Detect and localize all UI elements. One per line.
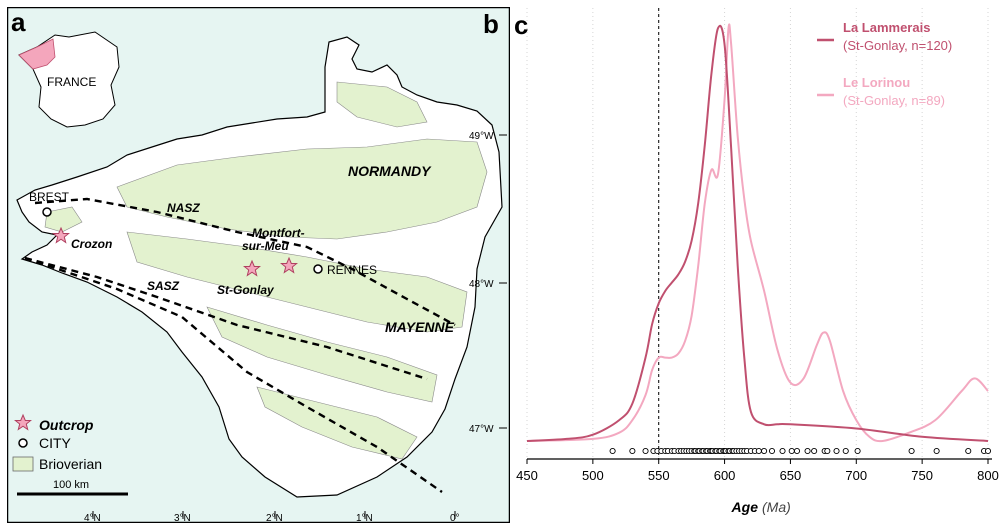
label-sasz: SASZ [147, 279, 180, 293]
sasz-line-a [24, 256, 428, 381]
lon-ticks: 4°N 3°N 2°N 1°N 0° [84, 511, 460, 523]
x-tick-label: 750 [911, 468, 933, 483]
legend-outcrop-star [13, 413, 33, 431]
density-curves [526, 23, 989, 443]
rug-point [984, 447, 992, 455]
series-line-la-lammerais [526, 24, 989, 442]
lon-tick-4: 4°N [84, 513, 101, 523]
map-panel: FRANCE a b NORMANDY MAYENNE NASZ SASZ BR… [7, 7, 510, 523]
inset-label: FRANCE [47, 75, 96, 89]
label-st-gonlay: St-Gonlay [217, 283, 275, 297]
city-label-rennes: RENNES [327, 263, 377, 277]
lat-tick-49: 49°W [469, 131, 494, 142]
x-tick-label: 800 [977, 468, 999, 483]
rug-point [755, 447, 762, 455]
chart-legend: La Lammerais (St-Gonlay, n=120) Le Lorin… [817, 20, 952, 108]
lat-tick-47: 47°W [469, 424, 494, 435]
label-crozon: Crozon [71, 237, 112, 251]
brioverian-outcrops [44, 81, 488, 460]
rug-point [824, 447, 831, 455]
rug-point [609, 447, 616, 455]
rug-point [642, 447, 649, 455]
region-mayenne: MAYENNE [385, 319, 455, 335]
series-line-le-lorinou [526, 23, 989, 443]
x-tick-label: 600 [714, 468, 736, 483]
lon-tick-2: 2°N [266, 513, 283, 523]
lat-tick-48: 48°W [469, 279, 494, 290]
map-legend: Outcrop CITY Brioverian 100 km [12, 413, 128, 496]
lat-ticks: 49°W 48°W 47°W [469, 131, 507, 435]
x-tick-label: 450 [516, 468, 538, 483]
legend-name-la-lammerais: La Lammerais [843, 20, 930, 35]
shear-zones [24, 197, 456, 493]
label-montfort-line2: sur-Meu [242, 239, 289, 253]
lon-tick-3: 3°N [174, 513, 191, 523]
legend-city-label: CITY [39, 435, 72, 451]
legend-brioverian-swatch [12, 456, 34, 472]
rug-point [761, 447, 768, 455]
rug-point [965, 447, 972, 455]
rug-point [768, 447, 776, 455]
rug-point [842, 447, 849, 455]
legend-brioverian-label: Brioverian [39, 456, 102, 472]
panel-letter-a: a [11, 7, 26, 37]
rug-point [804, 447, 811, 455]
panel-letter-c: c [514, 10, 528, 40]
label-nasz: NASZ [167, 201, 200, 215]
rug-point [908, 447, 915, 455]
chart-panel: c 450 500 550 600 650 700 750 800 Age (Ma) La L… [510, 0, 1000, 531]
legend-sub-le-lorinou: (St-Gonlay, n=89) [843, 93, 945, 108]
legend-outcrop-label: Outcrop [39, 417, 94, 433]
sasz-line-b [24, 256, 443, 493]
x-tick-label: 550 [648, 468, 670, 483]
legend-sub-la-lammerais: (St-Gonlay, n=120) [843, 38, 952, 53]
outcrop-star-montfort [279, 256, 299, 274]
label-montfort-line1: Montfort- [252, 226, 305, 240]
outcrop-star-st-gonlay [242, 259, 262, 277]
x-axis-title: Age [731, 499, 759, 515]
city-marker-brest [42, 207, 52, 217]
rug-point [629, 447, 636, 455]
region-normandy: NORMANDY [348, 163, 432, 179]
france-inset: FRANCE [18, 31, 120, 128]
brittany-highlight [18, 38, 56, 70]
panel-letter-b: b [483, 9, 499, 39]
rug-point [933, 447, 940, 455]
x-axis-unit: (Ma) [762, 499, 791, 515]
legend-name-le-lorinou: Le Lorinou [843, 75, 910, 90]
x-tick-label: 700 [845, 468, 867, 483]
map-frame [7, 7, 510, 523]
scale-bar-label: 100 km [53, 479, 89, 491]
nasz-line [34, 197, 456, 327]
rug-point [788, 447, 795, 455]
outcrop-star-crozon [51, 226, 71, 244]
rug-point [833, 447, 840, 455]
x-tick-label: 650 [780, 468, 802, 483]
lon-tick-1: 1°N [356, 513, 373, 523]
rug-point [811, 447, 818, 455]
lon-tick-0: 0° [450, 513, 460, 523]
rug-point [779, 447, 786, 455]
rug-plot [609, 447, 992, 455]
rug-point [854, 447, 861, 455]
legend-city-marker [18, 438, 28, 448]
rug-point [793, 447, 801, 455]
city-label-brest: BREST [29, 190, 70, 204]
city-marker-rennes [313, 264, 323, 274]
x-tick-label: 500 [582, 468, 604, 483]
x-axis-ticks: 450 500 550 600 650 700 750 800 [516, 459, 999, 483]
